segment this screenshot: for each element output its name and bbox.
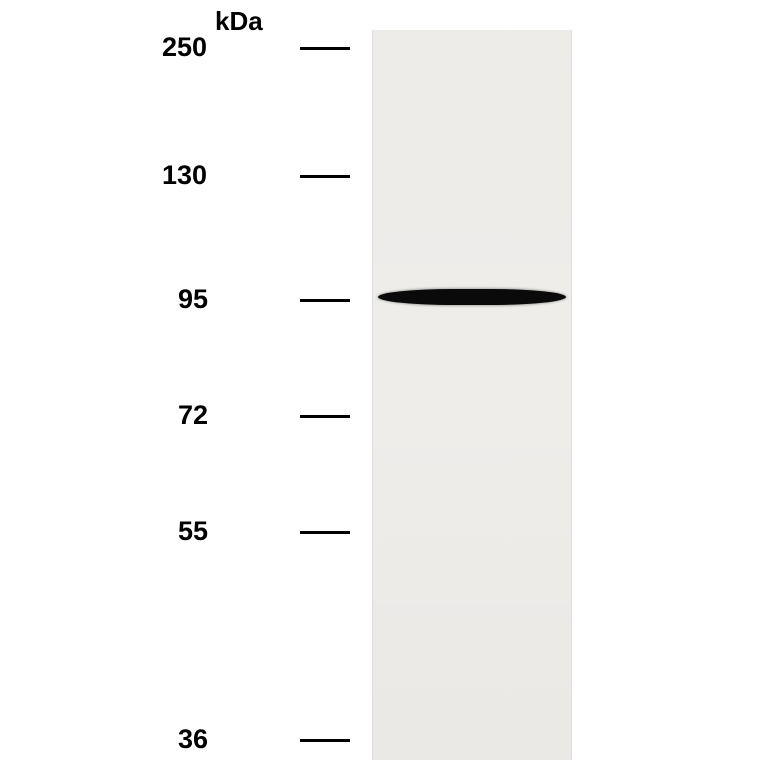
tick-mark-55 (300, 531, 350, 534)
marker-label-250: 250 (162, 32, 207, 63)
western-blot-container: kDa 250 130 95 72 55 36 (0, 0, 764, 764)
unit-label: kDa (215, 6, 263, 37)
tick-mark-95 (300, 299, 350, 302)
marker-label-36: 36 (178, 724, 208, 755)
tick-mark-130 (300, 175, 350, 178)
tick-mark-250 (300, 47, 350, 50)
marker-label-130: 130 (162, 160, 207, 191)
marker-label-95: 95 (178, 284, 208, 315)
marker-label-55: 55 (178, 516, 208, 547)
blot-lane (372, 30, 572, 760)
tick-mark-72 (300, 415, 350, 418)
protein-band-95kda (378, 289, 566, 305)
tick-mark-36 (300, 739, 350, 742)
marker-label-72: 72 (178, 400, 208, 431)
